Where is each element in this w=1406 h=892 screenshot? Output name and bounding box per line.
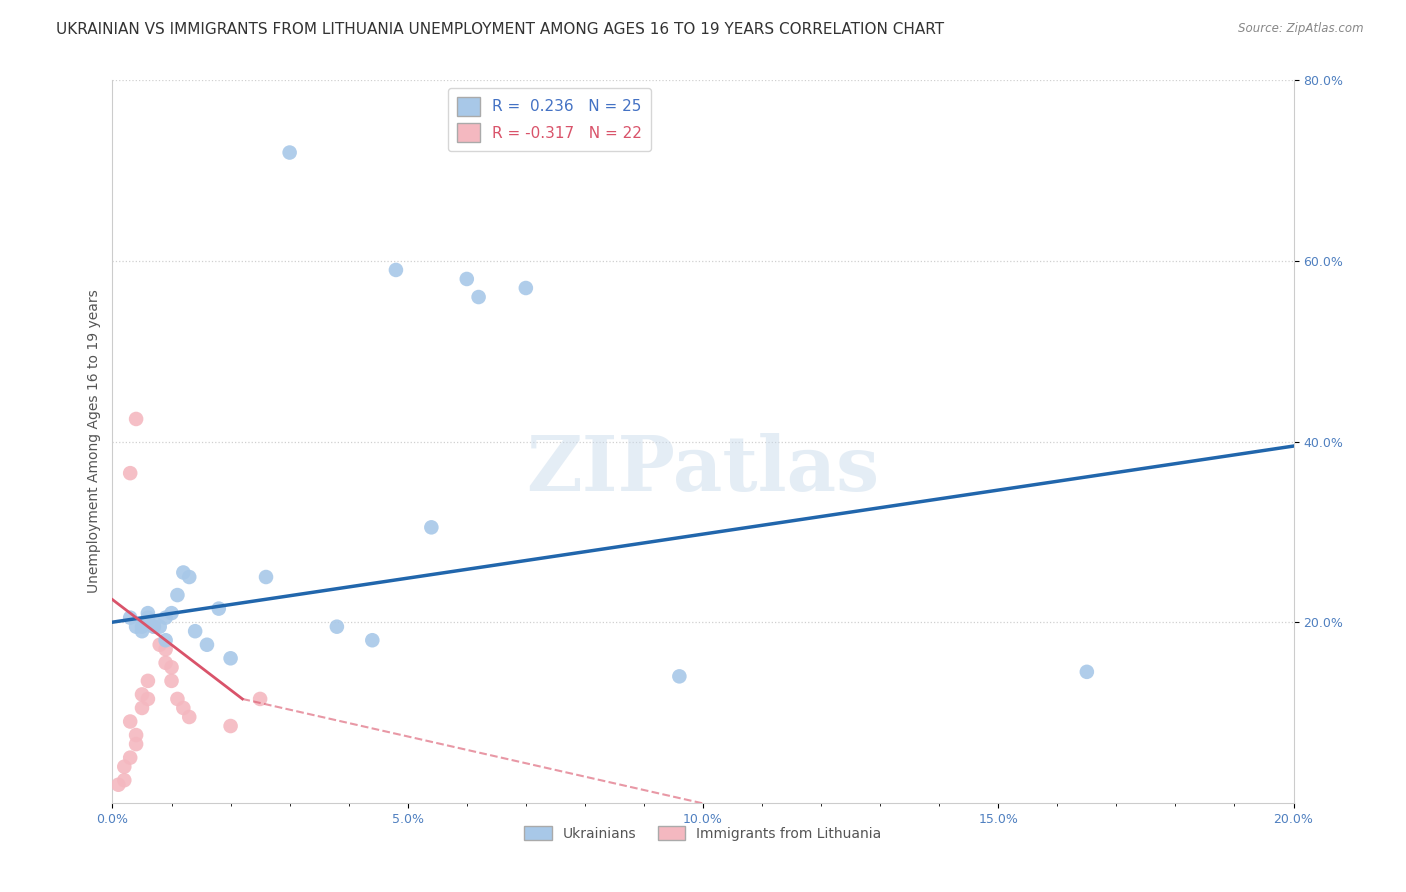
Point [515,281,537,295]
Point [142,620,165,634]
Point [456,272,478,286]
Point [160,660,183,674]
Point [172,701,194,715]
Text: UKRAINIAN VS IMMIGRANTS FROM LITHUANIA UNEMPLOYMENT AMONG AGES 16 TO 19 YEARS CO: UKRAINIAN VS IMMIGRANTS FROM LITHUANIA U… [56,22,945,37]
Point [249,692,271,706]
Point [142,620,165,634]
Point [160,673,183,688]
Point [131,620,153,634]
Point [136,692,159,706]
Point [136,606,159,620]
Point [125,728,148,742]
Point [278,145,301,160]
Point [120,610,142,624]
Point [155,610,177,624]
Point [326,620,349,634]
Point [107,778,129,792]
Point [385,263,408,277]
Point [208,601,231,615]
Text: Source: ZipAtlas.com: Source: ZipAtlas.com [1239,22,1364,36]
Point [131,687,153,701]
Point [420,520,443,534]
Point [149,638,172,652]
Point [149,620,172,634]
Legend: Ukrainians, Immigrants from Lithuania: Ukrainians, Immigrants from Lithuania [519,821,887,847]
Point [219,719,242,733]
Point [125,412,148,426]
Point [195,638,218,652]
Point [172,566,194,580]
Point [112,760,135,774]
Point [155,656,177,670]
Point [179,710,201,724]
Point [136,610,159,624]
Point [155,642,177,657]
Point [179,570,201,584]
Point [166,692,188,706]
Point [131,624,153,639]
Point [254,570,277,584]
Y-axis label: Unemployment Among Ages 16 to 19 years: Unemployment Among Ages 16 to 19 years [87,290,101,593]
Point [120,750,142,764]
Point [184,624,207,639]
Point [136,673,159,688]
Point [125,737,148,751]
Point [668,669,690,683]
Point [155,633,177,648]
Point [120,714,142,729]
Point [142,615,165,630]
Point [131,701,153,715]
Point [166,588,188,602]
Point [160,606,183,620]
Point [219,651,242,665]
Text: ZIPatlas: ZIPatlas [526,434,880,508]
Point [361,633,384,648]
Point [125,620,148,634]
Point [120,466,142,480]
Point [112,773,135,788]
Point [1076,665,1098,679]
Point [467,290,489,304]
